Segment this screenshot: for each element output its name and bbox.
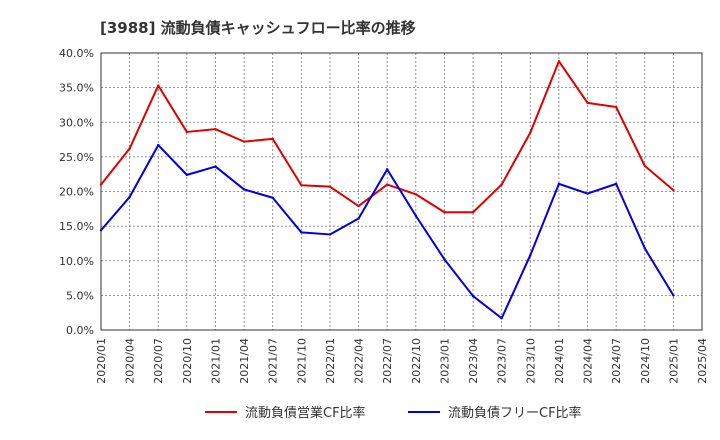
data-point (300, 231, 303, 234)
data-point (557, 60, 561, 63)
x-tick-label: 2022/04 (353, 338, 366, 384)
x-tick-label: 2022/10 (410, 338, 423, 384)
data-point (471, 294, 475, 298)
x-tick-label: 2023/04 (467, 338, 480, 384)
chart-title: [3988] 流動負債キャッシュフロー比率の推移 (100, 19, 416, 37)
series-lines (99, 60, 675, 320)
series-line-2 (100, 144, 675, 320)
x-tick-label: 2023/07 (496, 338, 509, 384)
data-point (99, 183, 103, 186)
data-point (185, 173, 189, 177)
plot-border (100, 52, 703, 331)
data-point (672, 294, 675, 297)
data-point (357, 217, 360, 220)
data-point (529, 131, 532, 134)
data-point (242, 140, 246, 143)
axes: 0.0% 5.0% 10.0% 15.0% 20.0% 25.0% 30.0% 35.0% 40… (59, 47, 709, 384)
data-point (614, 182, 618, 186)
data-point (500, 183, 503, 186)
y-tick-label: 40.0% (59, 47, 94, 60)
legend-label-2: 流動負債フリーCF比率 (448, 405, 582, 421)
y-tick-label: 15.0% (59, 220, 94, 233)
y-tick-label: 30.0% (59, 116, 94, 129)
y-tick-label: 10.0% (59, 255, 94, 268)
data-point (271, 137, 274, 141)
data-point (414, 193, 418, 196)
x-tick-label: 2022/01 (324, 338, 337, 384)
data-point (557, 182, 561, 186)
y-tick-label: 35.0% (59, 82, 94, 95)
data-point (500, 317, 503, 320)
x-tick-label: 2021/10 (295, 338, 308, 384)
legend-label-1: 流動負債営業CF比率 (245, 405, 366, 421)
x-tick-label: 2024/04 (582, 338, 595, 384)
x-tick-label: 2023/01 (438, 338, 451, 384)
x-tick-label: 2021/07 (267, 338, 280, 384)
data-point (99, 229, 103, 232)
data-point (471, 211, 475, 214)
data-point (300, 184, 303, 187)
grid (101, 53, 702, 330)
data-point (328, 233, 332, 236)
data-point (414, 214, 418, 217)
y-tick-label: 5.0% (66, 289, 94, 302)
x-tick-label: 2020/01 (95, 338, 108, 384)
data-point (185, 130, 189, 134)
data-point (614, 105, 618, 109)
data-point (443, 258, 446, 261)
x-tick-label: 2021/04 (238, 338, 251, 384)
data-point (128, 195, 131, 199)
x-tick-label: 2020/07 (152, 338, 165, 384)
data-point (128, 147, 131, 150)
data-point (672, 188, 675, 192)
x-tick-label: 2024/10 (639, 338, 652, 384)
x-tick-label: 2020/04 (124, 338, 137, 384)
y-tick-label: 20.0% (59, 186, 94, 199)
data-point (643, 247, 646, 250)
x-tick-label: 2021/01 (209, 338, 222, 384)
data-point (529, 254, 532, 257)
x-tick-label: 2023/10 (524, 338, 537, 384)
x-tick-label: 2020/10 (181, 338, 194, 384)
x-tick-label: 2024/01 (553, 338, 566, 384)
data-point (157, 143, 160, 147)
data-point (214, 165, 217, 168)
y-tick-label: 0.0% (66, 324, 94, 337)
data-point (385, 168, 389, 171)
data-point (443, 211, 446, 214)
x-tick-label: 2024/07 (610, 338, 623, 384)
data-point (271, 196, 274, 199)
data-point (586, 192, 589, 195)
legend: 流動負債営業CF比率 流動負債フリーCF比率 (205, 405, 582, 421)
data-point (328, 185, 332, 188)
y-tick-label: 25.0% (59, 151, 94, 164)
data-point (643, 164, 646, 168)
data-point (214, 127, 217, 131)
x-tick-label: 2022/07 (381, 338, 394, 384)
data-point (157, 84, 160, 87)
data-point (242, 188, 246, 191)
x-tick-label: 2025/04 (696, 338, 709, 384)
x-tick-label: 2025/01 (667, 338, 680, 384)
data-point (385, 183, 389, 186)
data-point (357, 204, 360, 208)
data-point (586, 101, 589, 105)
